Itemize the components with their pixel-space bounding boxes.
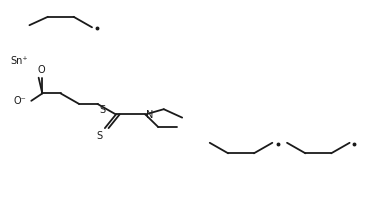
- Text: O: O: [38, 64, 45, 75]
- Text: S: S: [96, 131, 102, 141]
- Text: Sn⁺: Sn⁺: [10, 56, 28, 66]
- Text: O⁻: O⁻: [14, 96, 26, 106]
- Text: N: N: [146, 110, 154, 120]
- Text: S: S: [99, 105, 106, 115]
